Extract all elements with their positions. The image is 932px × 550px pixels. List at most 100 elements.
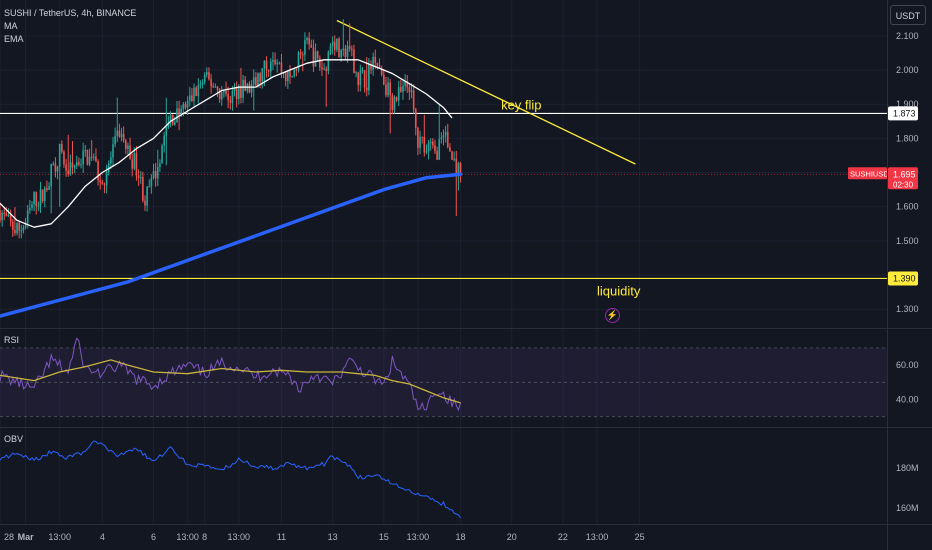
candle-body[interactable] <box>1 212 3 221</box>
candle-body[interactable] <box>323 68 325 70</box>
candle-body[interactable] <box>31 204 33 208</box>
candle-body[interactable] <box>370 64 372 70</box>
candle-body[interactable] <box>52 163 55 165</box>
currency-button[interactable]: USDT <box>890 5 926 25</box>
candle-body[interactable] <box>353 49 355 74</box>
candle-body[interactable] <box>73 165 76 168</box>
candle-body[interactable] <box>453 158 455 160</box>
candle-body[interactable] <box>225 91 227 95</box>
candle-body[interactable] <box>284 72 287 82</box>
candle-body[interactable] <box>269 61 272 72</box>
candle-body[interactable] <box>165 127 168 136</box>
candle-body[interactable] <box>33 192 35 205</box>
candle-body[interactable] <box>167 122 170 128</box>
candle-body[interactable] <box>129 145 131 160</box>
candle-body[interactable] <box>116 130 119 136</box>
candle-body[interactable] <box>26 210 29 224</box>
candle-body[interactable] <box>20 230 23 232</box>
candle-body[interactable] <box>408 87 411 92</box>
candle-body[interactable] <box>417 127 419 148</box>
candle-body[interactable] <box>389 82 392 96</box>
candle-body[interactable] <box>299 52 302 55</box>
candle-body[interactable] <box>233 87 236 92</box>
candle-body[interactable] <box>212 86 215 88</box>
candle-body[interactable] <box>280 62 283 74</box>
candle-body[interactable] <box>90 156 93 158</box>
lightning-icon[interactable]: ⚡ <box>605 308 620 323</box>
candle-body[interactable] <box>174 122 176 125</box>
candle-body[interactable] <box>395 97 398 101</box>
candle-body[interactable] <box>355 72 357 74</box>
candle-body[interactable] <box>93 156 95 158</box>
candle-body[interactable] <box>306 38 308 41</box>
candle-body[interactable] <box>101 182 104 185</box>
candle-body[interactable] <box>127 145 129 150</box>
candle-body[interactable] <box>229 100 232 103</box>
candle-body[interactable] <box>99 180 102 183</box>
candle-body[interactable] <box>346 46 349 58</box>
candle-body[interactable] <box>351 48 353 50</box>
candle-body[interactable] <box>193 87 195 101</box>
candle-body[interactable] <box>376 62 379 66</box>
obv-indicator-label[interactable]: OBV <box>4 434 24 444</box>
candle-body[interactable] <box>206 72 208 75</box>
candle-body[interactable] <box>120 133 123 137</box>
candle-body[interactable] <box>110 157 112 164</box>
candle-body[interactable] <box>103 184 106 186</box>
candle-body[interactable] <box>267 70 270 72</box>
candle-body[interactable] <box>46 188 48 190</box>
candle-body[interactable] <box>22 227 25 231</box>
candle-body[interactable] <box>35 192 38 207</box>
candle-body[interactable] <box>208 72 210 80</box>
candle-body[interactable] <box>342 48 345 51</box>
candle-body[interactable] <box>357 72 360 86</box>
candle-body[interactable] <box>210 79 212 87</box>
candle-body[interactable] <box>9 215 12 222</box>
symbol-title[interactable]: SUSHI / TetherUS, 4h, BINANCE <box>4 8 137 18</box>
candle-body[interactable] <box>451 151 453 160</box>
candle-body[interactable] <box>152 171 155 178</box>
candle-body[interactable] <box>361 70 364 72</box>
candle-body[interactable] <box>235 87 238 100</box>
candle-body[interactable] <box>220 92 223 100</box>
candle-body[interactable] <box>252 77 255 85</box>
candle-body[interactable] <box>363 70 366 88</box>
candle-body[interactable] <box>18 222 21 231</box>
candle-body[interactable] <box>24 223 27 228</box>
candle-body[interactable] <box>261 68 264 82</box>
candle-body[interactable] <box>368 64 370 91</box>
candle-body[interactable] <box>455 158 458 176</box>
candle-body[interactable] <box>231 91 234 103</box>
candle-body[interactable] <box>169 114 172 123</box>
candle-body[interactable] <box>118 130 121 137</box>
candle-body[interactable] <box>344 48 347 58</box>
candle-body[interactable] <box>146 186 148 206</box>
candle-body[interactable] <box>197 85 200 97</box>
candle-body[interactable] <box>301 54 304 56</box>
candle-body[interactable] <box>263 60 266 69</box>
candle-body[interactable] <box>440 137 443 139</box>
candle-body[interactable] <box>348 46 351 49</box>
candle-body[interactable] <box>71 162 74 168</box>
candle-body[interactable] <box>184 104 187 108</box>
candle-body[interactable] <box>331 41 334 46</box>
candle-body[interactable] <box>446 131 449 148</box>
candle-body[interactable] <box>291 75 293 77</box>
candle-body[interactable] <box>449 147 451 152</box>
candle-body[interactable] <box>310 44 313 48</box>
candle-body[interactable] <box>199 84 202 86</box>
candle-body[interactable] <box>404 81 406 86</box>
candle-body[interactable] <box>41 189 44 202</box>
candle-body[interactable] <box>124 140 127 150</box>
candle-body[interactable] <box>65 164 67 171</box>
candle-body[interactable] <box>5 213 8 217</box>
candle-body[interactable] <box>421 136 423 138</box>
candle-body[interactable] <box>11 221 14 230</box>
candle-body[interactable] <box>391 95 394 110</box>
candle-body[interactable] <box>438 138 441 160</box>
candle-body[interactable] <box>257 73 259 86</box>
candle-body[interactable] <box>248 83 251 93</box>
candle-body[interactable] <box>159 163 161 168</box>
candle-body[interactable] <box>97 161 99 181</box>
